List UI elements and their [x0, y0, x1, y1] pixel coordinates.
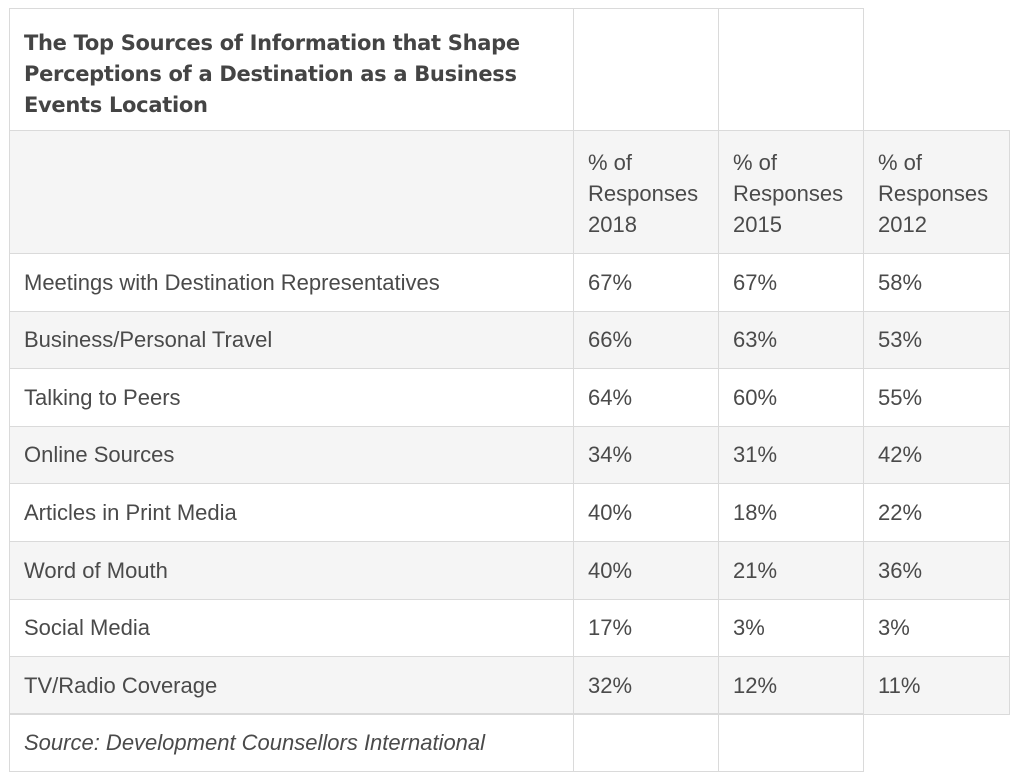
row-label: Business/Personal Travel — [9, 311, 574, 369]
row-label: Articles in Print Media — [9, 483, 574, 542]
title-empty-cell — [573, 8, 719, 131]
header-empty-cell — [9, 130, 574, 254]
column-header-2018: % of Responses 2018 — [573, 130, 719, 254]
value-2018: 64% — [573, 368, 719, 427]
value-2012: 11% — [863, 656, 1010, 715]
value-2015: 63% — [718, 311, 864, 369]
row-label: Word of Mouth — [9, 541, 574, 600]
value-2012: 58% — [863, 253, 1010, 312]
value-2018: 17% — [573, 599, 719, 657]
value-2018: 40% — [573, 541, 719, 600]
value-2015: 67% — [718, 253, 864, 312]
row-label: Meetings with Destination Representative… — [9, 253, 574, 312]
column-header-2012: % of Responses 2012 — [863, 130, 1010, 254]
row-label: TV/Radio Coverage — [9, 656, 574, 715]
value-2018: 32% — [573, 656, 719, 715]
source-empty-cell — [718, 713, 864, 772]
source-empty-cell — [573, 713, 719, 772]
value-2012: 42% — [863, 426, 1010, 484]
value-2018: 66% — [573, 311, 719, 369]
value-2012: 53% — [863, 311, 1010, 369]
value-2012: 36% — [863, 541, 1010, 600]
value-2015: 3% — [718, 599, 864, 657]
value-2012: 22% — [863, 483, 1010, 542]
value-2012: 55% — [863, 368, 1010, 427]
table-title: The Top Sources of Information that Shap… — [9, 8, 574, 131]
value-2018: 40% — [573, 483, 719, 542]
value-2015: 21% — [718, 541, 864, 600]
value-2015: 18% — [718, 483, 864, 542]
column-header-2015: % of Responses 2015 — [718, 130, 864, 254]
row-label: Social Media — [9, 599, 574, 657]
value-2012: 3% — [863, 599, 1010, 657]
value-2018: 34% — [573, 426, 719, 484]
value-2015: 60% — [718, 368, 864, 427]
title-empty-cell — [718, 8, 864, 131]
source-note: Source: Development Counsellors Internat… — [9, 713, 574, 772]
row-label: Talking to Peers — [9, 368, 574, 427]
value-2018: 67% — [573, 253, 719, 312]
row-label: Online Sources — [9, 426, 574, 484]
value-2015: 31% — [718, 426, 864, 484]
value-2015: 12% — [718, 656, 864, 715]
